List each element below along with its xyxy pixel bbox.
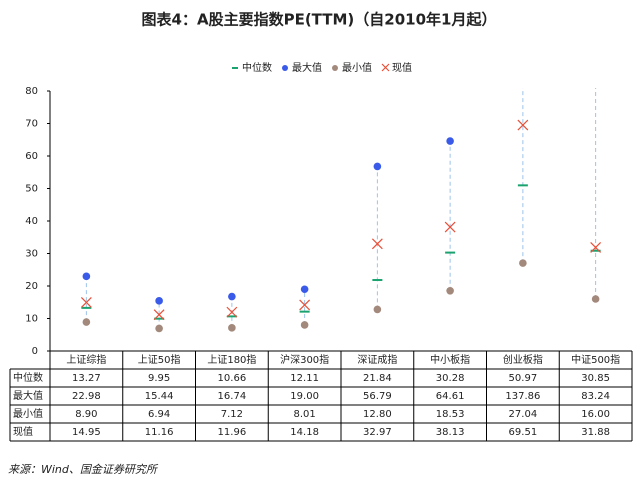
- table-cell: 50.97: [509, 373, 538, 384]
- legend-label: 现值: [392, 61, 412, 74]
- table-cell: 11.96: [218, 427, 247, 438]
- table-row-label: 现值: [13, 425, 33, 438]
- table-cell: 30.85: [581, 373, 610, 384]
- cross-mark: [371, 238, 383, 250]
- y-tick-label: 0: [32, 346, 38, 357]
- point: [592, 77, 600, 85]
- point: [300, 285, 309, 294]
- table-cell: 32.97: [363, 427, 392, 438]
- table-cell: 11.16: [145, 427, 174, 438]
- table-cell: 18.53: [436, 409, 465, 420]
- legend-marker: [381, 63, 390, 72]
- y-tick-label: 50: [25, 184, 38, 195]
- point: [446, 137, 454, 145]
- table-cell: 10.66: [218, 373, 247, 384]
- table-cell: 7.12: [221, 409, 243, 420]
- table-cell: 69.51: [509, 427, 538, 438]
- table-cell: 14.95: [72, 427, 101, 438]
- x-tick-label: 上证综指: [66, 353, 106, 366]
- x-tick-label: 创业板指: [503, 353, 543, 366]
- x-tick-label: 上证50指: [138, 353, 181, 366]
- table-cell: 64.61: [436, 391, 465, 402]
- table-cell: 21.84: [363, 373, 392, 384]
- table-cell: 56.79: [363, 391, 392, 402]
- cross-mark: [226, 306, 238, 318]
- table-cell: 38.13: [436, 427, 465, 438]
- point: [373, 305, 382, 314]
- y-tick-label: 80: [25, 86, 38, 97]
- y-tick-label: 70: [25, 119, 38, 130]
- table-cell: 8.01: [293, 409, 315, 420]
- point: [519, 259, 527, 267]
- table-cell: 19.00: [290, 391, 319, 402]
- cross-mark: [444, 221, 456, 233]
- table-cell: 83.24: [581, 391, 610, 402]
- cross-mark: [517, 119, 529, 131]
- point: [228, 324, 236, 332]
- point: [82, 318, 91, 326]
- source: 来源：Wind、国金证券研究所: [8, 463, 159, 476]
- legend-marker: [332, 65, 338, 71]
- table-row-label: 最小值: [13, 407, 43, 420]
- point: [155, 324, 163, 333]
- y-tick-label: 40: [25, 216, 38, 227]
- chart-title: 图表4：A股主要指数PE(TTM)（自2010年1月起）: [142, 11, 497, 29]
- legend-label: 中位数: [242, 61, 272, 74]
- x-tick-label: 上证180指: [207, 353, 256, 366]
- table-cell: 31.88: [581, 427, 610, 438]
- cross-mark: [153, 309, 165, 321]
- point: [155, 297, 163, 305]
- point: [300, 321, 309, 329]
- plot-area: [80, 77, 602, 333]
- x-tick-label: 沪深300指: [280, 353, 329, 366]
- table-row-label: 最大值: [13, 389, 43, 402]
- table-cell: 8.90: [75, 409, 97, 420]
- point: [446, 286, 454, 295]
- table-cell: 15.44: [145, 391, 174, 402]
- point: [373, 162, 382, 171]
- cross-mark: [80, 296, 92, 308]
- table-cell: 16.74: [218, 391, 247, 402]
- cross-mark: [299, 299, 311, 311]
- table-cell: 16.00: [581, 409, 610, 420]
- legend-marker: [282, 65, 288, 71]
- point: [82, 272, 91, 281]
- x-tick-label: 深证成指: [357, 353, 397, 366]
- table-row-label: 中位数: [13, 371, 43, 384]
- table-cell: 22.98: [72, 391, 101, 402]
- table-cell: 9.95: [148, 373, 170, 384]
- table-cell: 13.27: [72, 373, 101, 384]
- y-tick-label: 30: [25, 249, 38, 260]
- y-tick-label: 20: [25, 281, 38, 292]
- y-tick-label: 10: [25, 314, 38, 325]
- point: [228, 292, 236, 301]
- legend-label: 最大值: [292, 61, 322, 74]
- y-tick-label: 60: [25, 151, 38, 162]
- table-cell: 27.04: [509, 409, 538, 420]
- table-cell: 30.28: [436, 373, 465, 384]
- cross-mark: [590, 241, 602, 253]
- table-cell: 12.11: [290, 373, 319, 384]
- x-tick-label: 中小板指: [430, 353, 470, 366]
- table-cell: 12.80: [363, 409, 392, 420]
- table-cell: 14.18: [290, 427, 319, 438]
- x-tick-label: 中证500指: [571, 353, 620, 366]
- point: [591, 295, 600, 303]
- table-cell: 6.94: [148, 409, 170, 420]
- legend-label: 最小值: [342, 61, 372, 74]
- table-cell: 137.86: [505, 391, 540, 402]
